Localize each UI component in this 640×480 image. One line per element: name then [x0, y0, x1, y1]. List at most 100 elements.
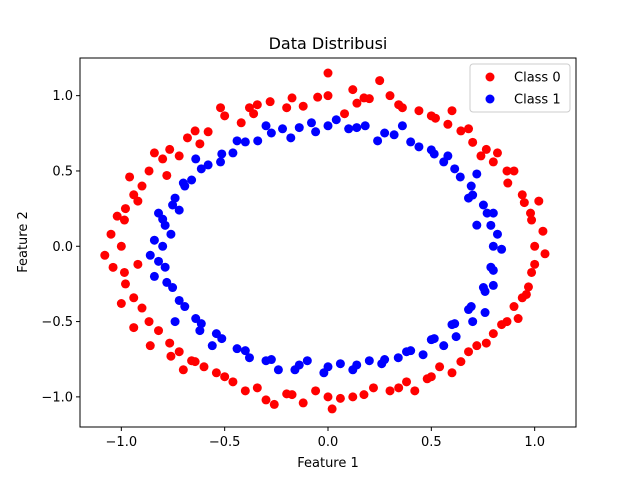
point-class-0-41 [443, 119, 453, 129]
point-class-1-12 [240, 137, 250, 147]
point-class-0-66 [435, 362, 445, 372]
point-class-1-37 [482, 208, 492, 218]
point-class-1-85 [207, 341, 217, 351]
point-class-0-42 [414, 106, 424, 116]
point-class-0-118 [129, 323, 139, 333]
point-class-0-0 [530, 241, 540, 251]
point-class-1-70 [488, 265, 498, 275]
point-class-1-98 [232, 136, 242, 146]
x-tick-label: 0.0 [318, 435, 339, 450]
point-class-1-80 [178, 178, 188, 188]
point-class-0-103 [187, 356, 197, 366]
point-class-0-25 [252, 383, 262, 393]
point-class-0-5 [456, 126, 466, 136]
point-class-0-20 [129, 293, 139, 303]
point-class-1-64 [377, 359, 387, 369]
point-class-1-16 [168, 200, 178, 210]
point-class-1-83 [149, 271, 159, 281]
point-class-0-56 [137, 303, 147, 313]
point-class-0-61 [261, 395, 271, 405]
x-tick-label: −0.5 [209, 435, 241, 450]
point-class-1-8 [352, 123, 362, 133]
point-class-0-21 [144, 317, 154, 327]
y-tick-label: 0.0 [52, 240, 73, 255]
point-class-1-69 [480, 286, 490, 296]
point-class-1-63 [348, 365, 358, 375]
point-class-0-92 [492, 148, 502, 158]
point-class-0-108 [447, 368, 457, 378]
point-class-0-99 [174, 151, 184, 161]
point-class-0-55 [120, 279, 130, 289]
point-class-0-95 [397, 103, 407, 113]
point-class-0-35 [527, 267, 537, 277]
point-class-0-54 [100, 250, 110, 260]
point-class-0-104 [240, 386, 250, 396]
point-class-0-101 [116, 299, 126, 308]
point-class-1-51 [170, 193, 180, 203]
point-class-0-110 [521, 289, 531, 299]
point-class-1-4 [450, 164, 460, 174]
x-axis-title: Feature 1 [297, 456, 359, 471]
point-class-0-45 [313, 92, 323, 102]
point-class-1-101 [145, 250, 155, 260]
point-class-0-57 [154, 326, 164, 336]
point-class-0-121 [327, 404, 337, 414]
point-class-1-47 [253, 136, 263, 146]
point-class-0-97 [265, 97, 275, 107]
point-class-0-117 [108, 262, 118, 272]
point-class-0-19 [119, 267, 129, 277]
point-class-0-64 [368, 383, 378, 393]
x-tick-label: −1.0 [106, 435, 138, 450]
legend-box [469, 63, 571, 113]
point-class-0-3 [502, 166, 512, 176]
point-class-0-51 [137, 181, 147, 191]
point-class-0-83 [211, 368, 221, 378]
point-class-0-87 [472, 341, 482, 351]
point-class-0-52 [120, 204, 130, 214]
point-class-1-88 [335, 359, 345, 369]
x-tick-label: 0.5 [421, 435, 442, 450]
point-class-1-95 [443, 151, 453, 161]
point-class-1-77 [311, 127, 321, 137]
point-class-0-81 [133, 259, 143, 269]
point-class-1-60 [261, 356, 271, 366]
point-class-0-48 [216, 103, 226, 113]
point-class-1-72 [488, 208, 498, 218]
point-class-1-86 [244, 353, 254, 363]
point-class-0-60 [228, 377, 238, 387]
point-class-1-7 [380, 128, 390, 138]
point-class-0-40 [468, 137, 478, 147]
point-class-0-43 [385, 91, 395, 101]
point-class-0-82 [166, 351, 176, 361]
point-class-0-32 [481, 338, 491, 348]
point-class-0-46 [282, 103, 292, 113]
point-class-0-15 [144, 166, 154, 176]
point-class-0-76 [236, 118, 246, 128]
y-tick-label: −0.5 [41, 315, 73, 330]
point-class-1-45 [306, 118, 316, 128]
point-class-1-14 [196, 164, 206, 174]
point-class-1-21 [180, 302, 190, 312]
point-class-1-0 [488, 241, 498, 251]
point-class-1-97 [286, 133, 296, 143]
point-class-0-102 [145, 341, 155, 351]
point-class-0-120 [269, 399, 279, 409]
point-class-0-31 [456, 357, 466, 367]
y-tick-label: 1.0 [52, 89, 73, 104]
point-class-0-105 [311, 386, 321, 396]
point-class-1-46 [278, 124, 288, 134]
point-class-0-22 [165, 338, 175, 348]
point-class-1-65 [402, 347, 412, 357]
point-class-1-3 [466, 181, 476, 191]
point-class-1-6 [406, 137, 416, 147]
y-tick-label: 0.5 [52, 164, 73, 179]
legend-marker-0 [485, 72, 495, 82]
point-class-0-69 [509, 302, 519, 312]
point-class-0-4 [481, 144, 491, 154]
point-class-0-37 [519, 198, 529, 208]
point-class-0-38 [503, 178, 513, 188]
point-class-1-79 [216, 157, 226, 167]
point-class-0-84 [282, 389, 292, 399]
point-class-1-55 [162, 277, 172, 287]
